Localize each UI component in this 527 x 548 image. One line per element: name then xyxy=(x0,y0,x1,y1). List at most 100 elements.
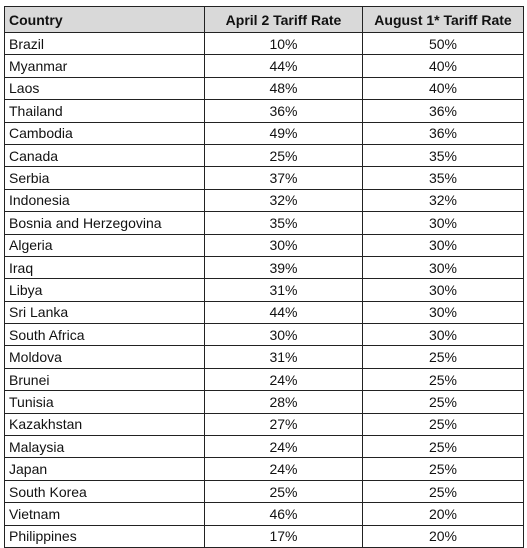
table-row: Serbia 37% 35% xyxy=(4,166,524,190)
country-cell: Vietnam xyxy=(4,502,205,526)
rate-cell: 49% xyxy=(204,121,363,145)
rate-cell: 25% xyxy=(204,143,363,168)
rate-cell: 50% xyxy=(362,31,524,56)
table-header: Country April 2 Tariff Rate August 1* Tari… xyxy=(4,6,524,33)
rate-cell: 25% xyxy=(362,479,524,504)
rate-cell: 20% xyxy=(362,524,524,548)
tariff-table: Country April 2 Tariff Rate August 1* Tari… xyxy=(4,6,524,548)
table-row: Tunisia 28% 25% xyxy=(4,390,524,414)
country-cell: Malaysia xyxy=(4,435,205,459)
rate-cell: 30% xyxy=(362,278,524,302)
rate-cell: 40% xyxy=(362,76,524,101)
rate-cell: 36% xyxy=(204,99,363,123)
country-cell: Indonesia xyxy=(4,188,205,213)
table-row: Japan 24% 25% xyxy=(4,457,524,481)
country-cell: Myanmar xyxy=(4,54,205,78)
table-row: Iraq 39% 30% xyxy=(4,255,524,280)
country-cell: South Korea xyxy=(4,479,205,504)
country-cell: Canada xyxy=(4,143,205,168)
rate-cell: 28% xyxy=(204,390,363,414)
table-row: Laos 48% 40% xyxy=(4,76,524,101)
rate-cell: 39% xyxy=(204,255,363,280)
rate-cell: 35% xyxy=(204,211,363,235)
rate-cell: 31% xyxy=(204,278,363,302)
rate-cell: 30% xyxy=(362,300,524,325)
rate-cell: 25% xyxy=(362,390,524,414)
table-row: Moldova 31% 25% xyxy=(4,345,524,369)
rate-cell: 31% xyxy=(204,345,363,369)
rate-cell: 40% xyxy=(362,54,524,78)
table-row: Brunei 24% 25% xyxy=(4,367,524,392)
table-row: Sri Lanka 44% 30% xyxy=(4,300,524,325)
rate-cell: 20% xyxy=(362,502,524,526)
table-row: Cambodia 49% 36% xyxy=(4,121,524,145)
table-body: Brazil 10% 50% Myanmar 44% 40% Laos 48% 40% Thail… xyxy=(4,31,524,548)
rate-cell: 35% xyxy=(362,166,524,190)
rate-cell: 30% xyxy=(362,211,524,235)
table-row: Kazakhstan 27% 25% xyxy=(4,412,524,437)
country-cell: South Africa xyxy=(4,323,205,347)
header-cell: Country xyxy=(4,6,205,33)
rate-cell: 24% xyxy=(204,457,363,481)
rate-cell: 25% xyxy=(362,345,524,369)
table-row: Canada 25% 35% xyxy=(4,143,524,168)
rate-cell: 30% xyxy=(204,233,363,257)
table-row: South Africa 30% 30% xyxy=(4,323,524,347)
country-cell: Sri Lanka xyxy=(4,300,205,325)
country-cell: Japan xyxy=(4,457,205,481)
table-row: Myanmar 44% 40% xyxy=(4,54,524,78)
rate-cell: 30% xyxy=(362,255,524,280)
table-row: Brazil 10% 50% xyxy=(4,31,524,56)
table-row: Vietnam 46% 20% xyxy=(4,502,524,526)
rate-cell: 36% xyxy=(362,121,524,145)
rate-cell: 30% xyxy=(204,323,363,347)
country-cell: Brunei xyxy=(4,367,205,392)
country-cell: Iraq xyxy=(4,255,205,280)
table-row: Philippines 17% 20% xyxy=(4,524,524,548)
header-cell: April 2 Tariff Rate xyxy=(204,6,363,33)
table-row: South Korea 25% 25% xyxy=(4,479,524,504)
rate-cell: 32% xyxy=(204,188,363,213)
rate-cell: 30% xyxy=(362,233,524,257)
rate-cell: 24% xyxy=(204,367,363,392)
country-cell: Thailand xyxy=(4,99,205,123)
rate-cell: 10% xyxy=(204,31,363,56)
country-cell: Cambodia xyxy=(4,121,205,145)
rate-cell: 35% xyxy=(362,143,524,168)
rate-cell: 36% xyxy=(362,99,524,123)
country-cell: Tunisia xyxy=(4,390,205,414)
country-cell: Kazakhstan xyxy=(4,412,205,437)
country-cell: Laos xyxy=(4,76,205,101)
table-row: Bosnia and Herzegovina 35% 30% xyxy=(4,211,524,235)
rate-cell: 37% xyxy=(204,166,363,190)
country-cell: Brazil xyxy=(4,31,205,56)
country-cell: Algeria xyxy=(4,233,205,257)
rate-cell: 25% xyxy=(362,412,524,437)
page: {"table": { "header": ["Country", "April… xyxy=(4,6,524,548)
country-cell: Serbia xyxy=(4,166,205,190)
rate-cell: 32% xyxy=(362,188,524,213)
rate-cell: 46% xyxy=(204,502,363,526)
table-row: Malaysia 24% 25% xyxy=(4,435,524,459)
header-cell: August 1* Tariff Rate xyxy=(362,6,524,33)
table-row: Algeria 30% 30% xyxy=(4,233,524,257)
rate-cell: 30% xyxy=(362,323,524,347)
country-cell: Philippines xyxy=(4,524,205,548)
table-row: Thailand 36% 36% xyxy=(4,99,524,123)
country-cell: Moldova xyxy=(4,345,205,369)
table-row: Libya 31% 30% xyxy=(4,278,524,302)
rate-cell: 25% xyxy=(362,457,524,481)
rate-cell: 25% xyxy=(362,435,524,459)
country-cell: Libya xyxy=(4,278,205,302)
rate-cell: 44% xyxy=(204,54,363,78)
rate-cell: 25% xyxy=(204,479,363,504)
table-row: Indonesia 32% 32% xyxy=(4,188,524,213)
rate-cell: 27% xyxy=(204,412,363,437)
rate-cell: 24% xyxy=(204,435,363,459)
rate-cell: 48% xyxy=(204,76,363,101)
country-cell: Bosnia and Herzegovina xyxy=(4,211,205,235)
rate-cell: 25% xyxy=(362,367,524,392)
header-row: Country April 2 Tariff Rate August 1* Tari… xyxy=(4,6,524,33)
rate-cell: 44% xyxy=(204,300,363,325)
rate-cell: 17% xyxy=(204,524,363,548)
